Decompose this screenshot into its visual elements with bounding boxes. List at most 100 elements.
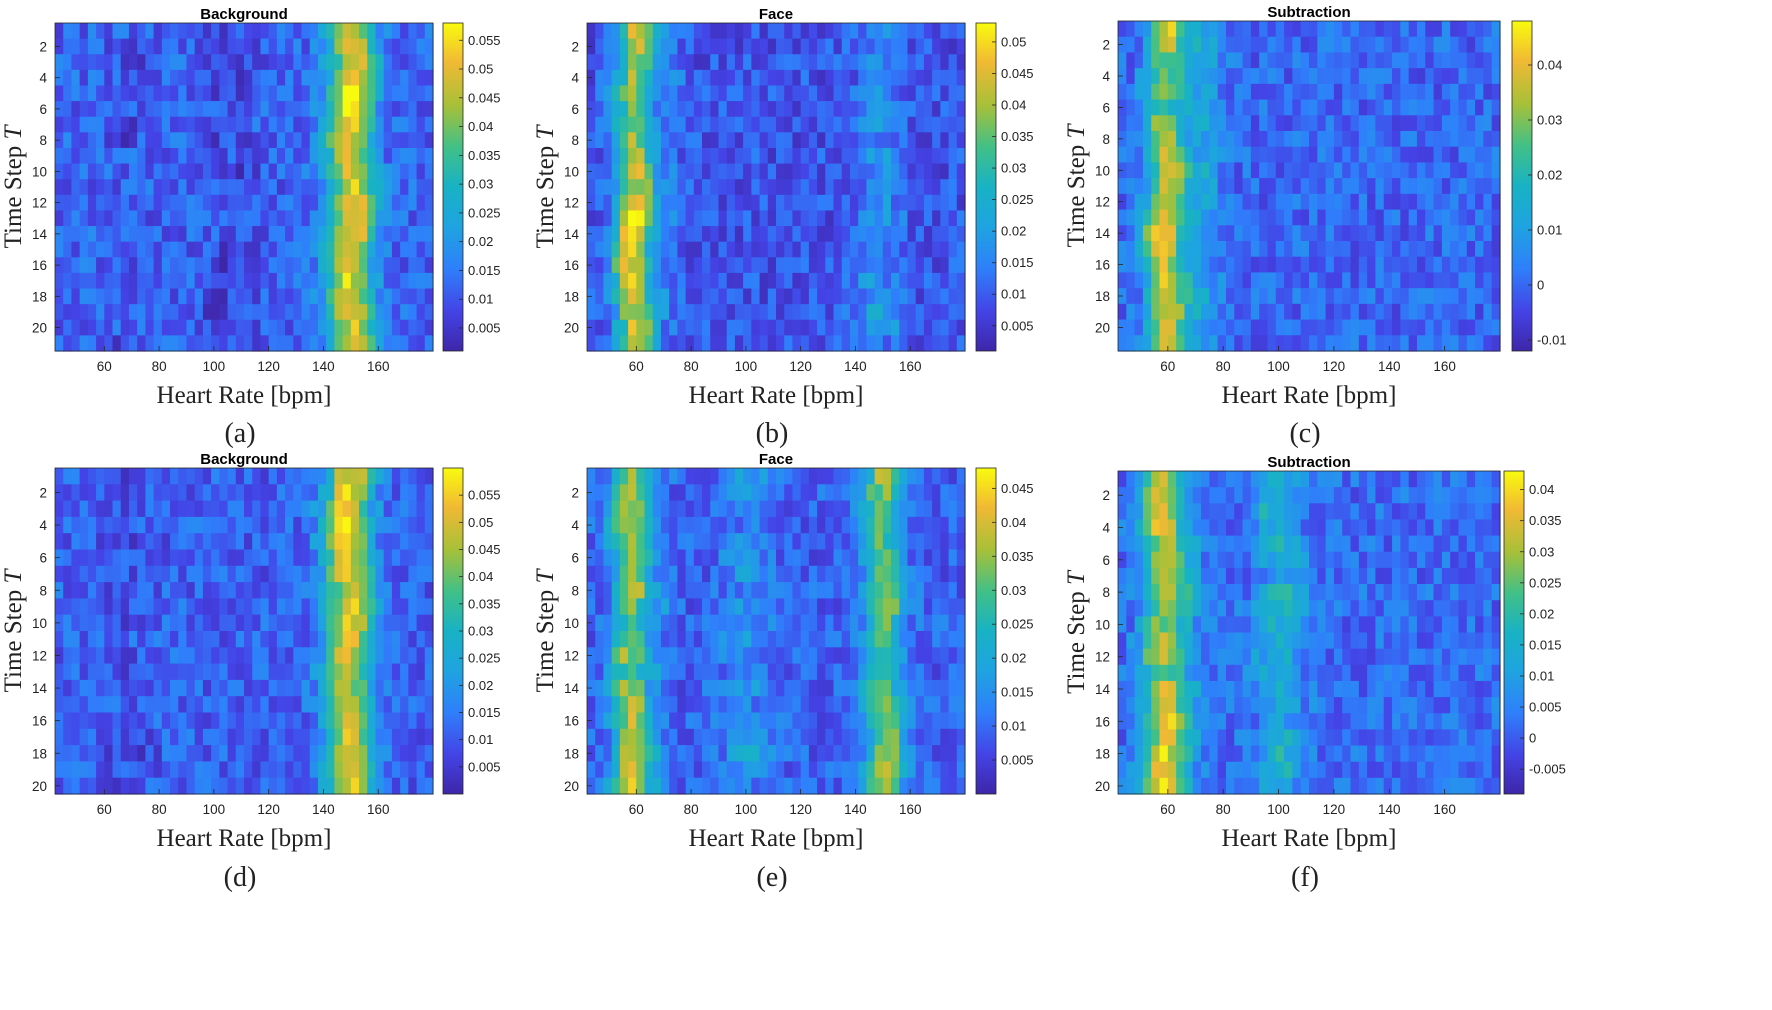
heatmap-cell (726, 761, 736, 779)
heatmap-cell (1400, 335, 1410, 352)
heatmap-cell (153, 598, 163, 616)
heatmap-cell (63, 761, 73, 779)
heatmap-cell (841, 288, 851, 305)
heatmap-cell (112, 335, 122, 352)
heatmap-cell (326, 582, 335, 599)
heatmap-cell (293, 272, 303, 290)
heatmap-cell (644, 663, 654, 681)
heatmap-cell (940, 194, 950, 212)
heatmap-cell (866, 663, 876, 681)
heatmap-cell (841, 147, 851, 165)
heatmap-cell (677, 500, 687, 518)
heatmap-cell (268, 147, 278, 165)
heatmap-cell (858, 728, 867, 746)
heatmap-cell (211, 696, 220, 714)
heatmap-cell (1134, 83, 1144, 101)
heatmap-cell (178, 565, 188, 583)
heatmap-cell (219, 38, 229, 55)
heatmap-cell (244, 69, 253, 87)
heatmap-cell (79, 116, 89, 133)
heatmap-cell (841, 54, 851, 71)
heatmap-cell (899, 319, 909, 336)
heatmap-cell (669, 179, 678, 196)
heatmap-cell (932, 69, 941, 87)
heatmap-cell (104, 565, 114, 583)
heatmap-cell (718, 54, 728, 71)
heatmap-cell (751, 304, 761, 321)
heatmap-cell (293, 132, 303, 149)
heatmap-cell (63, 241, 73, 258)
heatmap-cell (104, 516, 114, 534)
heatmap-cell (120, 85, 130, 102)
heatmap-cell (948, 241, 958, 258)
heatmap-cell (899, 647, 909, 665)
heatmap-cell (383, 226, 393, 243)
heatmap-cell (317, 745, 327, 762)
heatmap-cell (112, 565, 122, 583)
heatmap-cell (309, 272, 319, 290)
heatmap-cell (1134, 36, 1144, 54)
heatmap-cell (359, 241, 368, 258)
heatmap-cell (1317, 162, 1327, 179)
heatmap-cell (244, 179, 253, 196)
heatmap-cell (932, 163, 941, 180)
heatmap-cell (866, 288, 876, 305)
heatmap-cell (1142, 303, 1152, 321)
heatmap-cell (1167, 256, 1177, 274)
heatmap-cell (170, 484, 179, 502)
heatmap-cell (211, 85, 220, 102)
heatmap-cell (874, 54, 884, 71)
heatmap-cell (899, 241, 909, 258)
heatmap-cell (693, 484, 703, 502)
heatmap-cell (693, 549, 703, 567)
heatmap-cell (603, 484, 613, 502)
heatmap-cell (1192, 272, 1202, 289)
heatmap-cell (326, 23, 335, 40)
heatmap-cell (350, 210, 360, 227)
heatmap-cell (858, 761, 867, 779)
y-tick-label: 10 (32, 164, 47, 179)
heatmap-cell (71, 335, 81, 352)
heatmap-cell (194, 565, 204, 583)
heatmap-cell (866, 468, 876, 485)
heatmap-cell (1325, 68, 1335, 85)
heatmap-cell (161, 500, 171, 518)
heatmap-cell (120, 257, 130, 274)
heatmap-cell (211, 272, 220, 290)
heatmap-cell (112, 533, 122, 551)
x-tick-label: 120 (1323, 359, 1346, 374)
heatmap-cell (636, 582, 646, 599)
heatmap-cell (1142, 225, 1152, 242)
heatmap-cell (161, 777, 171, 795)
heatmap-cell (891, 288, 900, 305)
heatmap-cell (219, 147, 229, 165)
heatmap-cell (301, 210, 311, 227)
heatmap-cell (1225, 83, 1235, 101)
heatmap-cell (767, 614, 777, 632)
heatmap-cell (734, 257, 744, 274)
heatmap-cell (1491, 36, 1501, 54)
heatmap-cell (301, 549, 311, 567)
heatmap-cell (1250, 209, 1260, 226)
heatmap-cell (252, 582, 262, 599)
heatmap-cell (104, 194, 114, 212)
heatmap-cell (71, 696, 81, 714)
heatmap-cell (808, 210, 818, 227)
heatmap-cell (1400, 83, 1410, 101)
heatmap-cell (145, 132, 155, 149)
heatmap-cell (145, 598, 155, 616)
heatmap-cell (424, 679, 434, 697)
heatmap-cell (145, 257, 155, 274)
heatmap-cell (260, 226, 270, 243)
heatmap-cell (759, 85, 769, 102)
heatmap-cell (161, 696, 171, 714)
heatmap-cell (161, 179, 171, 196)
heatmap-cell (858, 582, 867, 599)
heatmap-cell (63, 54, 73, 71)
heatmap-cell (235, 38, 245, 55)
heatmap-cell (628, 38, 637, 55)
heatmap-cell (252, 288, 262, 305)
heatmap-cell (743, 132, 752, 149)
heatmap-cell (726, 85, 736, 102)
heatmap-cell (161, 257, 171, 274)
